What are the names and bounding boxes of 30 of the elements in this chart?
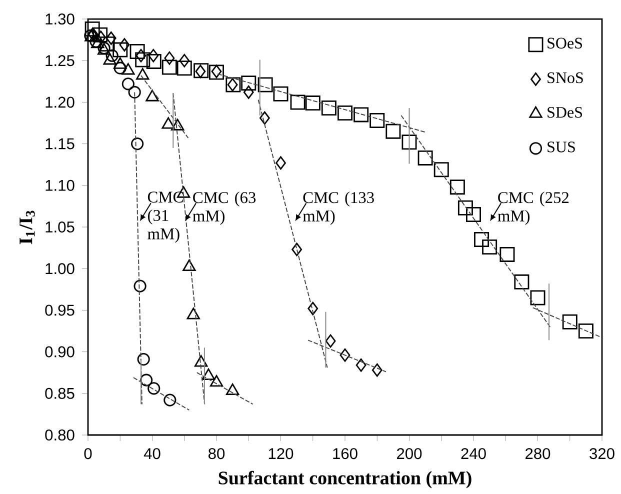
x-axis-title: Surfactant concentration (mM) — [218, 470, 472, 488]
x-tick-label: 40 — [144, 448, 160, 460]
x-tick-label: 280 — [526, 448, 550, 460]
y-tick-label: 1.20 — [46, 96, 74, 108]
y-tick-label: 1.05 — [46, 221, 74, 233]
y-tick-label: 0.85 — [45, 388, 74, 399]
y-tick-label: 0.90 — [45, 346, 74, 358]
y-tick-label: 1.25 — [46, 55, 74, 66]
x-tick-label: 160 — [333, 448, 358, 460]
y-tick-label: 0.80 — [45, 429, 74, 441]
y-tick-label: 1.10 — [46, 180, 74, 191]
x-tick-label: 320 — [590, 448, 614, 460]
legend-label: SOeS — [548, 38, 582, 49]
annotation: CMC (31 mM) — [148, 192, 183, 243]
x-tick-label: 200 — [397, 448, 422, 460]
annotation: CMC (133 mM) — [302, 192, 374, 225]
y-axis-title: I$_{1}$/I$_{3}$ — [20, 210, 35, 244]
legend-label: SDeS — [548, 106, 582, 118]
y-tick-label: 1.00 — [46, 263, 74, 274]
legend-label: SNoS — [548, 72, 583, 84]
annotation: CMC (252 mM) — [498, 192, 569, 225]
y-tick-label: 0.95 — [45, 304, 74, 316]
y-tick-label: 1.30 — [46, 14, 74, 25]
x-tick-label: 0 — [84, 448, 92, 460]
x-tick-label: 80 — [208, 448, 225, 460]
x-tick-label: 240 — [461, 448, 486, 460]
x-tick-label: 120 — [268, 448, 294, 460]
annotation: CMC (63 mM) — [192, 192, 256, 225]
legend-label: SUS — [548, 142, 575, 152]
y-tick-label: 1.15 — [46, 138, 74, 150]
